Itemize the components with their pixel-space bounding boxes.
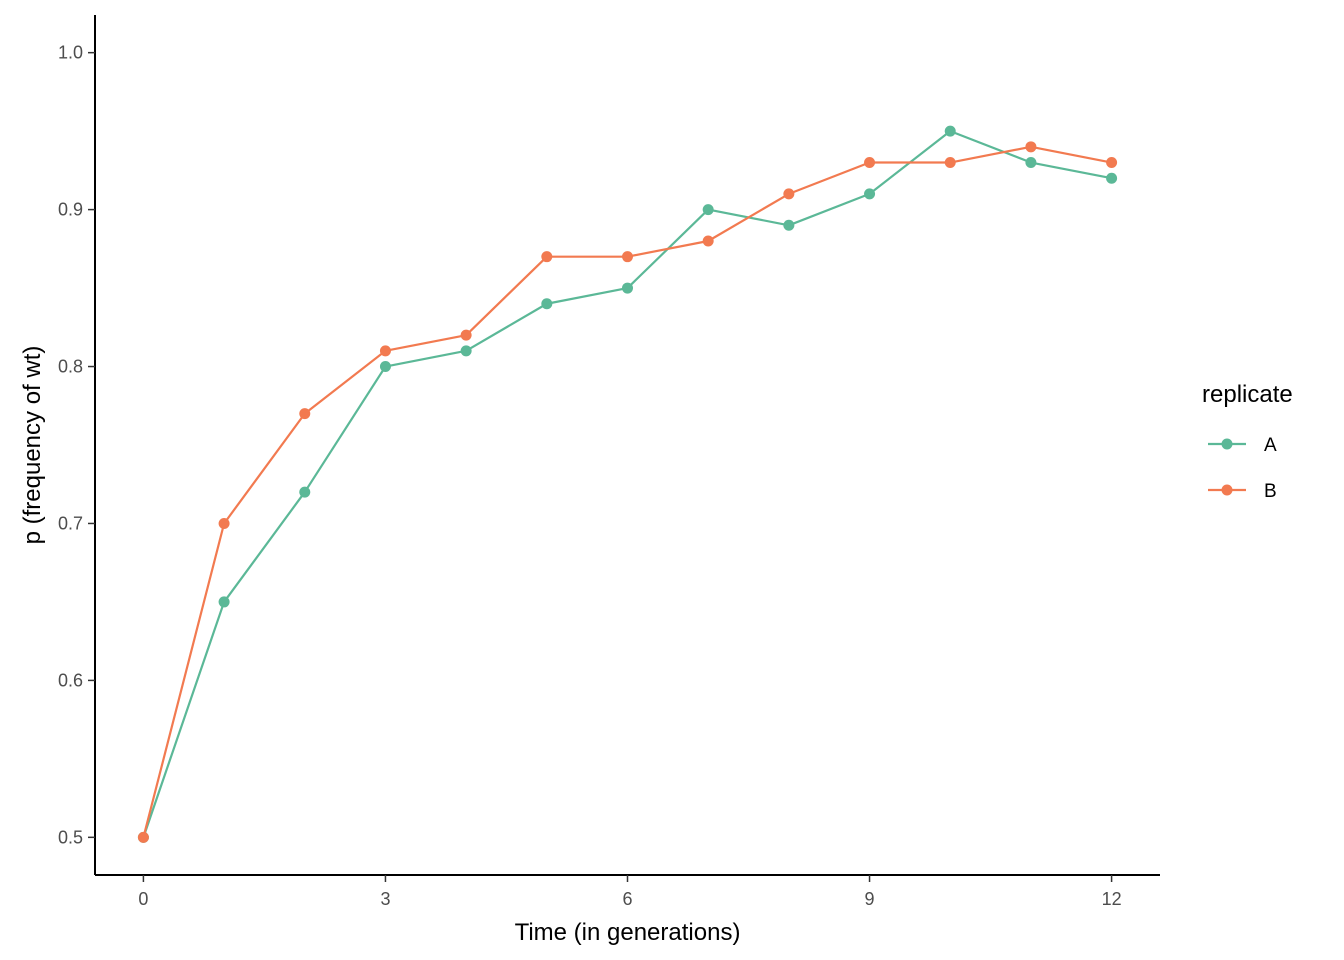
- legend-label: A: [1264, 435, 1277, 456]
- y-tick-label: 0.7: [58, 513, 83, 533]
- legend-title: replicate: [1202, 381, 1293, 408]
- data-point-a: [379, 361, 391, 373]
- x-tick-label: 0: [138, 889, 148, 909]
- data-point-a: [622, 282, 633, 294]
- y-tick-label: 0.6: [58, 670, 83, 690]
- plot-area: [137, 125, 1118, 843]
- legend-items: AB: [1208, 435, 1277, 502]
- data-point-b: [783, 188, 795, 200]
- data-point-a: [702, 204, 714, 216]
- x-axis-title: Time (in generations): [515, 919, 741, 946]
- x-tick-label: 3: [380, 889, 390, 909]
- y-tick-label: 1.0: [58, 43, 83, 63]
- data-point-b: [460, 329, 472, 341]
- legend-label: B: [1264, 481, 1277, 502]
- y-ticks: 0.5 0.6 0.7 0.8 0.9 1.0: [58, 43, 95, 847]
- series-line-b: [142, 145, 1112, 838]
- data-point-b: [299, 408, 311, 420]
- data-point-b: [541, 251, 553, 263]
- data-point-b: [864, 157, 876, 169]
- data-point-a: [944, 125, 956, 137]
- legend-item-a: A: [1208, 435, 1277, 456]
- data-point-a: [864, 188, 876, 200]
- series-line-a: [142, 130, 1112, 838]
- data-point-a: [218, 596, 230, 608]
- legend-item-b: B: [1208, 481, 1277, 502]
- y-tick-label: 0.9: [58, 200, 83, 220]
- series-a: [137, 125, 1118, 843]
- legend: replicate AB: [1202, 381, 1293, 502]
- legend-marker: [1221, 438, 1233, 450]
- data-point-b: [379, 345, 391, 357]
- x-tick-label: 6: [622, 889, 632, 909]
- y-tick-label: 0.5: [58, 827, 83, 847]
- data-point-b: [1025, 141, 1037, 153]
- data-point-a: [783, 219, 795, 231]
- x-tick-label: 9: [865, 889, 875, 909]
- data-point-a: [460, 345, 472, 357]
- x-tick-label: 12: [1102, 889, 1122, 909]
- y-axis-title: p (frequency of wt): [19, 346, 46, 545]
- series-layer: [137, 125, 1118, 843]
- data-point-a: [299, 486, 311, 498]
- series-b: [137, 141, 1118, 843]
- data-point-b: [1106, 157, 1118, 169]
- x-ticks: 0 3 6 9 12: [138, 875, 1122, 909]
- data-point-b: [218, 517, 230, 529]
- axes: 0.5 0.6 0.7 0.8 0.9 1.0 0 3 6 9 12: [58, 15, 1160, 909]
- data-point-b: [702, 235, 714, 247]
- data-point-a: [1025, 157, 1037, 169]
- data-point-a: [1106, 172, 1118, 184]
- y-tick-label: 0.8: [58, 357, 83, 377]
- data-point-b: [622, 251, 633, 263]
- data-point-b: [137, 831, 149, 843]
- data-point-a: [541, 298, 553, 310]
- legend-marker: [1221, 484, 1233, 496]
- data-point-b: [944, 157, 956, 169]
